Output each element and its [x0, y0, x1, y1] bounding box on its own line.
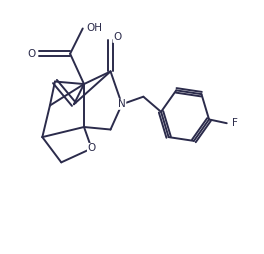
Text: N: N	[118, 99, 126, 109]
Text: O: O	[113, 32, 121, 42]
Text: OH: OH	[87, 23, 102, 34]
Text: O: O	[87, 144, 96, 153]
Text: O: O	[28, 49, 36, 59]
Text: F: F	[232, 118, 238, 128]
